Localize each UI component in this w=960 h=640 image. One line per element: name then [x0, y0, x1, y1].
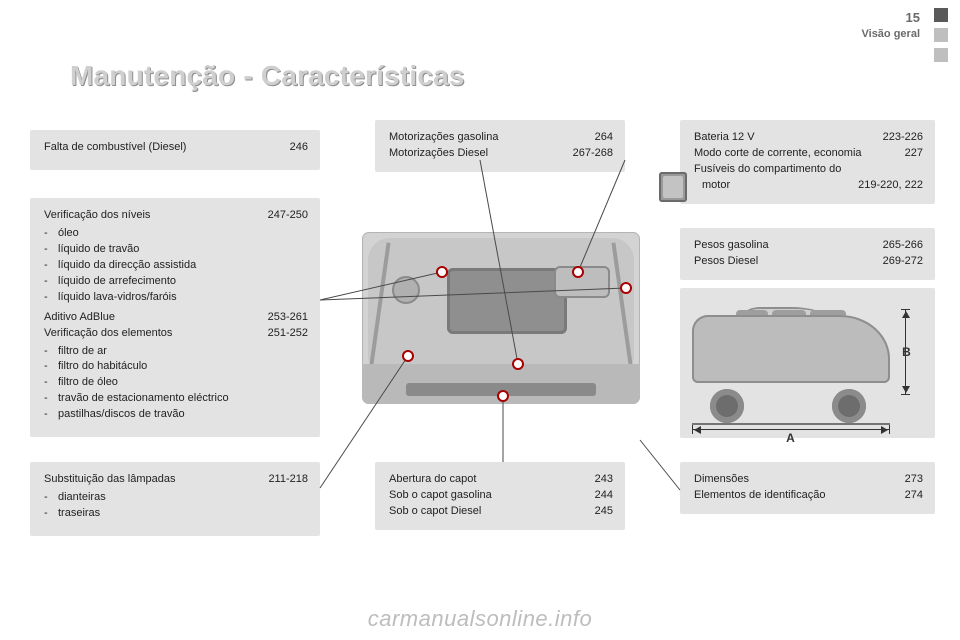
bonnet-petrol-label: Sob o capot gasolina	[389, 488, 585, 504]
car-side-illustration: A B	[680, 288, 935, 438]
dimensions-label: Dimensões	[694, 472, 895, 488]
callout-marker	[497, 390, 509, 402]
identification-label: Elementos de identificação	[694, 488, 895, 504]
bonnet-diesel-page: 245	[595, 504, 613, 520]
list-item: líquido lava-vidros/faróis	[58, 290, 308, 306]
engine-bay-illustration	[362, 232, 640, 404]
eco-label: Modo corte de corrente, economia	[694, 146, 895, 162]
elements-label: Verificação dos elementos	[44, 326, 258, 342]
bulbs-label: Substituição das lâmpadas	[44, 472, 258, 488]
list-item: líquido da direcção assistida	[58, 258, 308, 274]
list-item: óleo	[58, 226, 308, 242]
elements-page: 251-252	[268, 326, 308, 342]
list-item: traseiras	[58, 506, 308, 522]
petrol-engines-page: 264	[595, 130, 613, 146]
weights-petrol-page: 265-266	[883, 238, 923, 254]
diesel-engines-page: 267-268	[573, 146, 613, 162]
list-item: travão de estacionamento eléctrico	[58, 391, 308, 407]
levels-list: -óleo -líquido de travão -líquido da dir…	[44, 226, 308, 306]
identification-page: 274	[905, 488, 923, 504]
tab-blocks	[934, 8, 948, 68]
list-item: líquido de arrefecimento	[58, 274, 308, 290]
box-dimensions: Dimensões 273 Elementos de identificação…	[680, 462, 935, 514]
list-item: filtro do habitáculo	[58, 359, 308, 375]
page-number: 15	[906, 10, 920, 25]
callout-marker	[512, 358, 524, 370]
weights-petrol-label: Pesos gasolina	[694, 238, 873, 254]
box-battery-fuses: Bateria 12 V 223-226 Modo corte de corre…	[680, 120, 935, 204]
bonnet-open-page: 243	[595, 472, 613, 488]
callout-marker	[620, 282, 632, 294]
box-weights: Pesos gasolina 265-266 Pesos Diesel 269-…	[680, 228, 935, 280]
levels-page: 247-250	[268, 208, 308, 224]
list-item: filtro de óleo	[58, 375, 308, 391]
fuse-icon	[659, 172, 687, 202]
bulbs-list: -dianteiras -traseiras	[44, 490, 308, 522]
list-item: pastilhas/discos de travão	[58, 407, 308, 423]
page-title: Manutenção - Características	[70, 60, 465, 92]
diesel-engines-label: Motorizações Diesel	[389, 146, 563, 162]
box-bonnet: Abertura do capot 243 Sob o capot gasoli…	[375, 462, 625, 530]
list-item: filtro de ar	[58, 344, 308, 360]
fuel-page: 246	[290, 140, 308, 156]
battery-label: Bateria 12 V	[694, 130, 873, 146]
dimensions-page: 273	[905, 472, 923, 488]
callout-marker	[402, 350, 414, 362]
box-bulb-replacement: Substituição das lâmpadas 211-218 -diant…	[30, 462, 320, 536]
fuses-label-2: motor	[702, 178, 848, 194]
weights-diesel-label: Pesos Diesel	[694, 254, 873, 270]
list-item: líquido de travão	[58, 242, 308, 258]
bulbs-page: 211-218	[268, 472, 308, 488]
eco-page: 227	[905, 146, 923, 162]
callout-marker	[436, 266, 448, 278]
fuses-page: 219-220, 222	[858, 178, 923, 194]
callout-marker	[572, 266, 584, 278]
levels-label: Verificação dos níveis	[44, 208, 258, 224]
list-item: dianteiras	[58, 490, 308, 506]
section-label: Visão geral	[862, 28, 921, 40]
weights-diesel-page: 269-272	[883, 254, 923, 270]
box-level-checks: Verificação dos níveis 247-250 -óleo -lí…	[30, 198, 320, 437]
elements-list: -filtro de ar -filtro do habitáculo -fil…	[44, 344, 308, 424]
bonnet-petrol-page: 244	[595, 488, 613, 504]
box-fuel-shortage: Falta de combustível (Diesel) 246	[30, 130, 320, 170]
bonnet-open-label: Abertura do capot	[389, 472, 585, 488]
watermark: carmanualsonline.info	[0, 606, 960, 632]
box-engines: Motorizações gasolina 264 Motorizações D…	[375, 120, 625, 172]
adblue-label: Aditivo AdBlue	[44, 310, 258, 326]
bonnet-diesel-label: Sob o capot Diesel	[389, 504, 585, 520]
adblue-page: 253-261	[268, 310, 308, 326]
fuel-label: Falta de combustível (Diesel)	[44, 140, 280, 156]
petrol-engines-label: Motorizações gasolina	[389, 130, 585, 146]
battery-page: 223-226	[883, 130, 923, 146]
fuses-label-1: Fusíveis do compartimento do	[694, 162, 923, 178]
